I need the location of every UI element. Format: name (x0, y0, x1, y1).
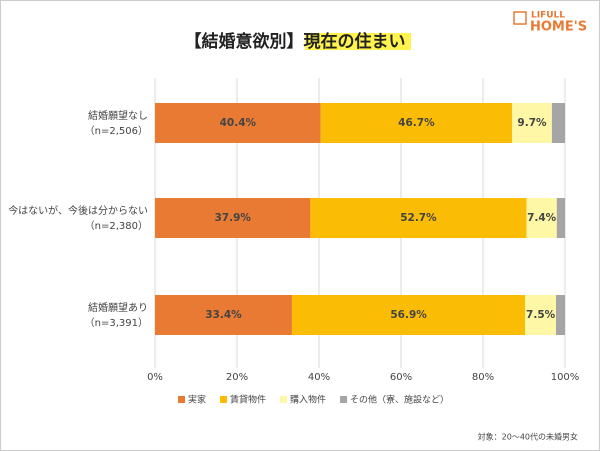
chart-title: 【結婚意欲別】現在の住まい (185, 31, 406, 52)
value-label: 7.4% (527, 212, 557, 224)
bar-segment (155, 198, 311, 238)
value-label: 46.7% (398, 117, 435, 129)
bar-segment (512, 103, 552, 143)
bar-segment (556, 198, 565, 238)
bar-segment (526, 198, 557, 238)
y-tick-label: 結婚願望なし (88, 109, 148, 122)
x-tick-label: 80% (472, 372, 494, 383)
value-label: 40.4% (220, 117, 257, 129)
legend-label: 実家 (188, 394, 206, 406)
x-tick-label: 60% (390, 372, 412, 383)
x-tick-label: 20% (226, 372, 248, 383)
legend-swatch (220, 396, 228, 403)
value-label: 37.9% (214, 212, 251, 224)
logo-icon (513, 11, 527, 25)
y-tick-label: 結婚願望あり (88, 301, 148, 314)
x-tick-label: 100% (551, 372, 580, 383)
value-label: 9.7% (517, 117, 547, 129)
title-highlight (305, 33, 411, 50)
bar-segment (155, 103, 321, 143)
value-label: 56.9% (390, 309, 427, 321)
legend-swatch (280, 396, 288, 403)
bar-segment (310, 198, 527, 238)
value-label: 7.5% (526, 309, 556, 321)
x-tick-label: 40% (308, 372, 330, 383)
logo-text: LIFULL (531, 11, 565, 21)
value-label: 52.7% (400, 212, 437, 224)
bar-segment (555, 295, 565, 335)
legend-swatch (178, 396, 185, 403)
x-tick-label: 0% (147, 372, 163, 383)
legend-swatch (340, 396, 348, 403)
logo-text: HOME'S (530, 20, 587, 35)
value-label: 33.4% (205, 309, 242, 321)
legend-label: その他（寮、施設など） (350, 394, 449, 406)
y-tick-label: 今はないが、今後は分からない (8, 204, 148, 217)
bar-segment (320, 103, 513, 143)
y-tick-label: （n=3,391） (85, 317, 148, 329)
bar-segment (155, 295, 292, 335)
footnote: 対象：20～40代の未婚男女 (478, 432, 578, 442)
y-tick-label: （n=2,506） (85, 125, 148, 137)
bar-segment (551, 103, 565, 143)
legend-label: 賃貸物件 (230, 394, 266, 406)
bar-segment (525, 295, 556, 335)
y-tick-label: （n=2,380） (85, 220, 148, 232)
bar-segment (291, 295, 526, 335)
legend-label: 購入物件 (290, 394, 326, 406)
